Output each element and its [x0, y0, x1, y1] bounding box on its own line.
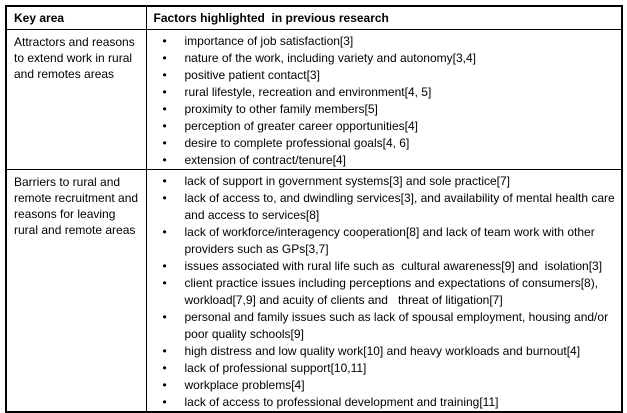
factor-text: workplace problems[4] — [184, 378, 305, 392]
factor-text: personal and family issues such as lack … — [184, 310, 612, 341]
bullet-icon: • — [162, 276, 167, 290]
factor-text: importance of job satisfaction[3] — [184, 34, 354, 48]
factor-text: lack of access to professional developme… — [184, 395, 499, 409]
bullet-icon: • — [162, 191, 167, 205]
factor-text: lack of workforce/interagency cooperatio… — [184, 225, 599, 256]
factor-text: lack of professional support[10,11] — [184, 361, 367, 375]
bullet-icon: • — [162, 361, 167, 375]
factor-item: • personal and family issues such as lack… — [163, 309, 616, 343]
factor-item: • high distress and low quality work[10] … — [163, 343, 616, 360]
bullet-icon: • — [162, 344, 167, 358]
key-area-text: Barriers to rural and remote recruitment… — [14, 175, 142, 237]
factor-text: positive patient contact[3] — [184, 68, 320, 82]
bullet-icon: • — [162, 68, 167, 82]
bullet-icon: • — [162, 378, 167, 392]
factor-text: nature of the work, including variety an… — [184, 51, 477, 65]
factor-item: • extension of contract/tenure[4] — [163, 152, 616, 169]
bullet-icon: • — [162, 225, 167, 239]
table-row: Attractors and reasons to extend work in… — [5, 29, 623, 170]
bullet-icon: • — [162, 136, 167, 150]
bullet-icon: • — [162, 174, 167, 188]
factor-item: • lack of access to, and dwindling servic… — [163, 190, 616, 224]
factor-text: issues associated with rural life such a… — [184, 259, 603, 273]
bullet-icon: • — [162, 34, 167, 48]
factor-text: high distress and low quality work[10] a… — [184, 344, 581, 358]
factor-text: lack of support in government systems[3]… — [184, 174, 511, 188]
factor-list: • lack of support in government systems[3… — [147, 173, 622, 411]
bullet-icon: • — [162, 395, 167, 409]
bullet-icon: • — [162, 310, 167, 324]
bullet-icon: • — [162, 259, 167, 273]
bullet-icon: • — [162, 153, 167, 167]
factors-cell: • lack of support in government systems[3… — [145, 169, 623, 413]
factor-item: • lack of workforce/interagency cooperati… — [163, 224, 616, 258]
factor-item: • client practice issues including percep… — [163, 275, 616, 309]
factor-item: • desire to complete professional goals[4… — [163, 135, 616, 152]
bullet-icon: • — [162, 102, 167, 116]
factor-text: proximity to other family members[5] — [184, 102, 378, 116]
factor-item: • issues associated with rural life such … — [163, 258, 616, 275]
table-row: Barriers to rural and remote recruitment… — [5, 169, 623, 413]
factor-item: • lack of support in government systems[3… — [163, 173, 616, 190]
factor-item: • rural lifestyle, recreation and environ… — [163, 84, 616, 101]
bullet-icon: • — [162, 85, 167, 99]
factor-list: • importance of job satisfaction[3] • natur… — [147, 33, 622, 169]
factor-text: client practice issues including percept… — [184, 276, 602, 307]
factor-text: perception of greater career opportuniti… — [184, 119, 418, 133]
bullet-icon: • — [162, 51, 167, 65]
factor-text: extension of contract/tenure[4] — [184, 153, 346, 167]
key-area-cell: Barriers to rural and remote recruitment… — [5, 169, 147, 413]
factor-text: rural lifestyle, recreation and environm… — [184, 85, 432, 99]
factor-item: • perception of greater career opportunit… — [163, 118, 616, 135]
factor-item: • lack of professional support[10,11] — [163, 360, 616, 377]
header-cell-key-area: Key area — [5, 5, 147, 30]
factor-item: • workplace problems[4] — [163, 377, 616, 394]
factor-item: • positive patient contact[3] — [163, 67, 616, 84]
key-area-cell: Attractors and reasons to extend work in… — [5, 29, 147, 170]
header-cell-factors: Factors highlighted in previous research — [145, 5, 623, 30]
bullet-icon: • — [162, 119, 167, 133]
key-area-factors-table: Key area Factors highlighted in previous… — [5, 5, 623, 413]
factor-item: • proximity to other family members[5] — [163, 101, 616, 118]
header-row: Key area Factors highlighted in previous… — [5, 5, 623, 30]
factor-item: • nature of the work, including variety a… — [163, 50, 616, 67]
key-area-text: Attractors and reasons to extend work in… — [14, 35, 139, 81]
factor-item: • importance of job satisfaction[3] — [163, 33, 616, 50]
factors-cell: • importance of job satisfaction[3] • natur… — [145, 29, 623, 170]
factor-item: • lack of access to professional developm… — [163, 394, 616, 411]
factor-text: lack of access to, and dwindling service… — [184, 191, 619, 222]
factor-text: desire to complete professional goals[4,… — [184, 136, 410, 150]
